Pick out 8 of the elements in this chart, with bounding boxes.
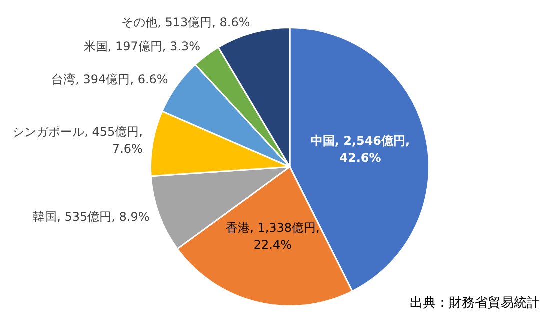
slice-label: 韓国, 535億円, 8.9% [33,210,150,224]
slice-label: 台湾, 394億円, 6.6% [52,72,168,87]
source-note: 出典：財務省貿易統計 [410,295,540,312]
slice-label: 中国, 2,546億円, 42.6% [310,134,410,165]
slice-label: 米国, 197億円, 3.3% [84,40,201,54]
slice-label: シンガポール, 455億円, 7.6% [12,125,143,156]
slice-label: 香港, 1,338億円, 22.4% [226,221,320,252]
slice-label: その他, 513億円, 8.6% [122,15,250,30]
